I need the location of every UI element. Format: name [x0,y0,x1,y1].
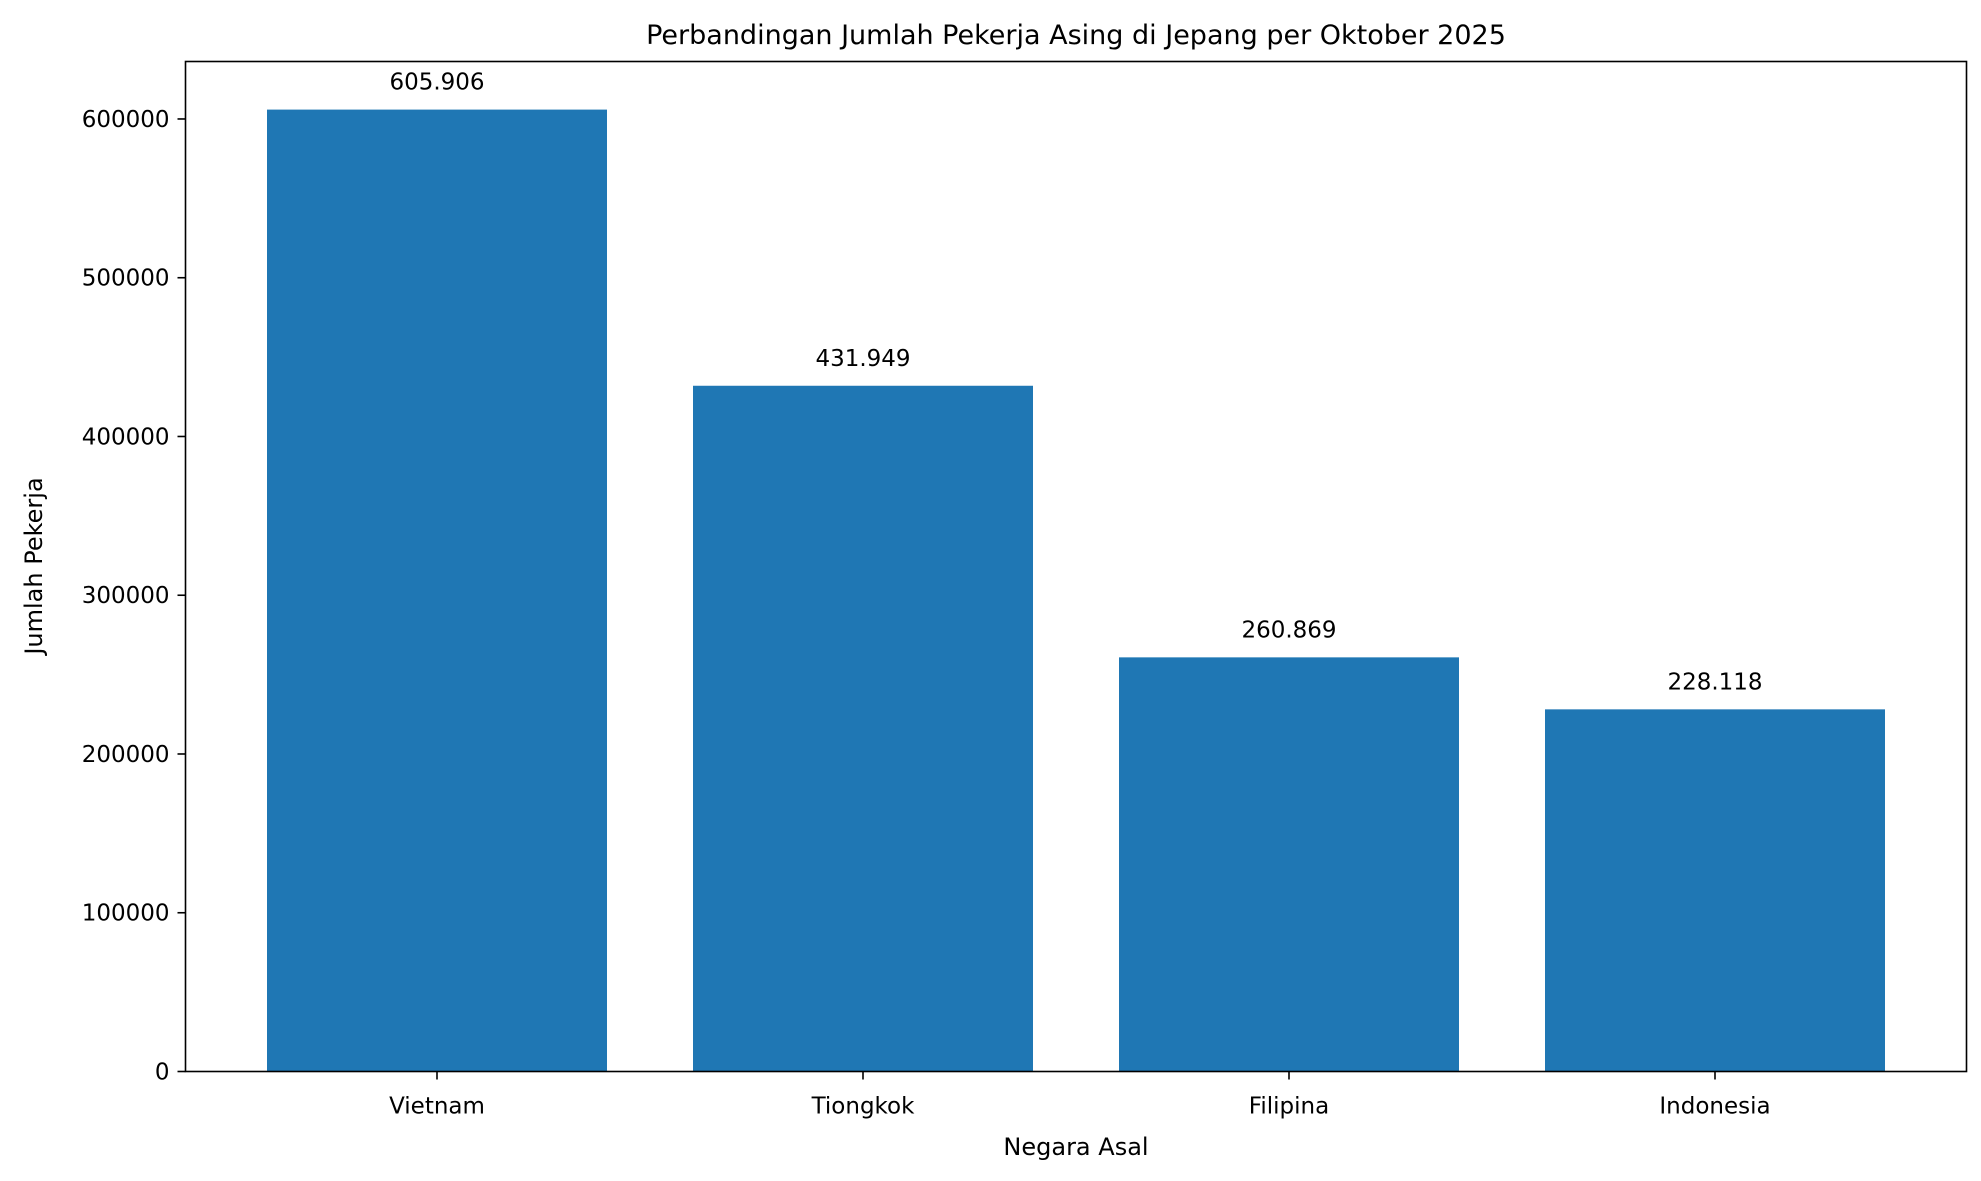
y-axis-label: Jumlah Pekerja [20,477,48,656]
chart-title: Perbandingan Jumlah Pekerja Asing di Jep… [646,20,1506,51]
plot-area-frame [184,60,1968,1073]
x-tick-label-indonesia: Indonesia [1659,1094,1770,1120]
x-tick-label-tiongkok: Tiongkok [811,1094,916,1120]
data-label-indonesia: 228.118 [1667,669,1762,695]
data-label-vietnam: 605.906 [389,70,484,96]
x-axis-label: Negara Asal [1003,1133,1148,1161]
y-tick-label: 300000 [82,583,170,609]
y-tick-label: 200000 [82,742,170,768]
y-tick-label: 600000 [82,107,170,133]
bar-vietnam [267,109,607,1072]
bar-filipina [1119,657,1459,1072]
data-label-tiongkok: 431.949 [815,346,910,372]
data-labels-group: 605.906 431.949 260.869 228.118 [389,70,1762,696]
y-tick-label: 500000 [82,266,170,292]
bar-indonesia [1545,709,1885,1072]
y-tick-label: 0 [155,1060,170,1086]
x-axis-ticks: Vietnam Tiongkok Filipina Indonesia [389,1071,1771,1120]
y-tick-label: 400000 [82,424,170,450]
y-axis-ticks: 0 100000 200000 300000 400000 500000 600000 [82,107,186,1086]
bars-group [267,109,1885,1072]
y-tick-label: 100000 [82,901,170,927]
x-tick-label-vietnam: Vietnam [389,1094,485,1120]
data-label-filipina: 260.869 [1241,617,1336,643]
bar-tiongkok [693,385,1033,1072]
x-tick-label-filipina: Filipina [1249,1094,1329,1120]
